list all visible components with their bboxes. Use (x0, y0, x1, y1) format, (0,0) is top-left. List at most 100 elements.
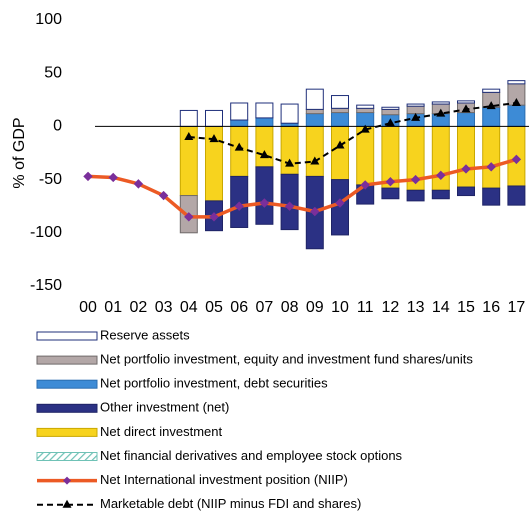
line-marker (511, 97, 521, 106)
bar-segment (305, 113, 324, 127)
bar-segment (305, 108, 324, 115)
legend-marker (63, 476, 71, 485)
bar-segment (406, 103, 425, 107)
line-marker (184, 132, 194, 141)
line-marker (108, 172, 118, 183)
bar-segment (381, 108, 400, 116)
bar-segment (331, 95, 349, 109)
bar-segment (406, 105, 425, 115)
bar-segment (507, 80, 526, 85)
x-tick-label: 16 (482, 299, 500, 316)
line-marker (259, 198, 270, 208)
x-tick-label: 09 (306, 299, 324, 316)
line-marker (83, 171, 93, 182)
y-tick-label: -150 (30, 277, 62, 294)
bar-segment (331, 107, 349, 114)
bar-segment (482, 187, 501, 206)
legend-swatch (36, 403, 98, 413)
line-marker (310, 206, 320, 217)
legend-swatch (36, 379, 98, 389)
y-axis-title: % of GDP (11, 117, 28, 188)
bar-segment (356, 107, 375, 114)
line-marker (360, 124, 370, 133)
line-marker (486, 162, 496, 172)
line-marker (234, 142, 244, 151)
bar-segment (230, 125, 249, 177)
legend-swatch (36, 452, 98, 461)
x-tick-label: 15 (457, 299, 475, 316)
line-marker (184, 212, 194, 222)
x-tick-label: 06 (230, 299, 248, 316)
line-marker (259, 150, 269, 159)
line-marker (133, 179, 144, 189)
bar-segment (356, 125, 375, 186)
y-tick-label: -50 (39, 171, 62, 188)
legend-swatch (36, 355, 98, 365)
bar-segment (431, 125, 450, 191)
x-tick-label: 08 (281, 299, 299, 316)
line-marker (511, 154, 522, 165)
bar-segment (255, 166, 274, 225)
x-tick-label: 13 (407, 299, 425, 316)
bar-segment (205, 109, 223, 127)
bar-segment (305, 88, 324, 110)
series-line (188, 101, 517, 165)
lines (83, 97, 522, 222)
bar-segment (255, 117, 274, 127)
x-tick-label: 03 (155, 299, 173, 316)
line-marker (385, 118, 395, 127)
y-tick-label: -100 (30, 224, 62, 241)
bar-segment (406, 189, 425, 202)
bar-segment (482, 88, 501, 93)
y-tick-label: 50 (44, 64, 62, 81)
line-marker (209, 212, 219, 222)
bar-segment (356, 112, 375, 127)
line-marker (461, 104, 471, 113)
legend-label: Reserve assets (100, 327, 190, 342)
line-marker (284, 201, 295, 211)
line-marker (486, 101, 496, 110)
x-tick-label: 07 (256, 299, 274, 316)
x-tick-label: 14 (432, 299, 450, 316)
bar-segment (381, 187, 400, 200)
legend-label: Net financial derivatives and employee s… (100, 448, 403, 463)
line-marker (335, 198, 345, 208)
line-marker (310, 156, 320, 165)
bar-segment (507, 104, 526, 127)
bar-segment (457, 125, 475, 188)
bar-segment (305, 125, 324, 177)
bar-segment (331, 125, 349, 181)
series-line (87, 157, 517, 219)
line-marker (285, 158, 295, 167)
legend-label: Net portfolio investment, equity and inv… (100, 352, 473, 367)
bar-segment (255, 125, 274, 168)
x-tick-label: 12 (382, 299, 400, 316)
bar-segment (230, 102, 249, 121)
bar-segment (457, 112, 475, 127)
bar-segment (482, 125, 501, 189)
bar-segment (255, 102, 274, 119)
bar-segment (280, 125, 299, 175)
line-marker (234, 201, 244, 211)
bar-segment (179, 109, 198, 127)
line-marker (360, 180, 370, 190)
x-tick-label: 04 (180, 299, 198, 316)
bar-segment (482, 106, 501, 127)
bar-segment (457, 100, 475, 104)
line-marker (335, 140, 345, 149)
bar-segment (230, 119, 249, 127)
line-marker (461, 164, 471, 174)
bar-segment (431, 101, 450, 105)
line-marker (411, 112, 421, 121)
line-marker (436, 170, 446, 181)
bar-segment (331, 112, 349, 127)
bar-segment (280, 103, 299, 124)
line-marker (209, 134, 219, 143)
legend-label: Net direct investment (100, 424, 222, 439)
bar-segment (381, 106, 400, 110)
legend-label: Net International investment position (N… (100, 472, 348, 487)
x-tick-label: 17 (508, 299, 526, 316)
x-tick-label: 11 (357, 299, 374, 316)
line-marker (436, 108, 446, 117)
